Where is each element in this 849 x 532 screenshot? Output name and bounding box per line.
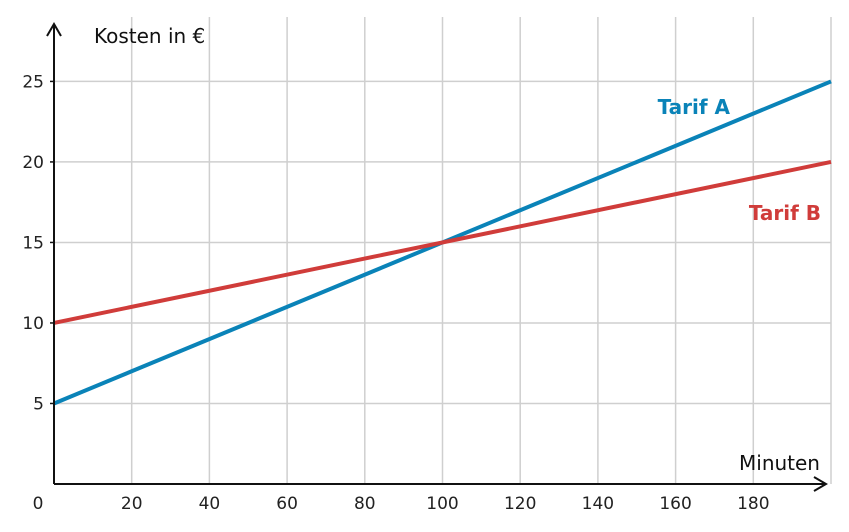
- series-label-tarif-a: Tarif A: [658, 95, 731, 119]
- y-tick-label: 5: [33, 394, 44, 414]
- tick-labels: 20 40 60 80 100 120 140 160 180 5 10 15 20 25: [22, 72, 769, 514]
- y-tick-label: 15: [22, 233, 44, 253]
- series-lines: [53, 79, 832, 406]
- series-line-tarif-b: [53, 159, 832, 325]
- x-axis-arrow-icon: [813, 476, 828, 492]
- y-tick-label: 10: [22, 314, 44, 334]
- x-axis-title: Minuten: [739, 451, 820, 475]
- y-tick-label: 20: [22, 153, 44, 173]
- axes: [46, 22, 828, 492]
- y-tick-label: 25: [22, 72, 44, 92]
- x-tick-label: 60: [276, 494, 298, 514]
- x-tick-label: 100: [426, 494, 458, 514]
- x-tick-label: 160: [659, 494, 691, 514]
- x-tick-label: 180: [737, 494, 769, 514]
- x-tick-label: 140: [582, 494, 614, 514]
- x-tick-label: 80: [354, 494, 376, 514]
- x-tick-label: 40: [199, 494, 221, 514]
- x-tick-label: 120: [504, 494, 536, 514]
- x-tick-label: 20: [121, 494, 143, 514]
- series-label-tarif-b: Tarif B: [749, 201, 821, 225]
- y-axis-arrow-icon: [46, 22, 62, 37]
- y-axis-title: Kosten in €: [94, 24, 205, 48]
- grid: [50, 17, 832, 484]
- origin-label: 0: [33, 494, 44, 514]
- series-labels: Tarif A Tarif B: [658, 95, 821, 225]
